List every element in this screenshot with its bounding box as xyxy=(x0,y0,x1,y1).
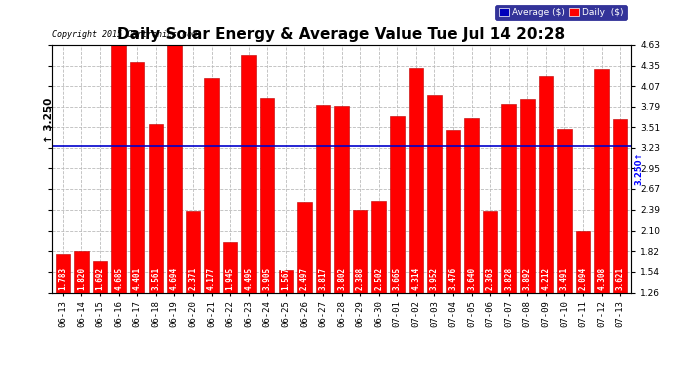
Text: 3.640: 3.640 xyxy=(467,267,476,290)
Text: 4.694: 4.694 xyxy=(170,267,179,290)
Bar xyxy=(334,106,348,292)
Bar xyxy=(241,55,256,292)
Text: 2.497: 2.497 xyxy=(300,267,309,290)
Bar xyxy=(446,130,460,292)
Text: 1.945: 1.945 xyxy=(226,267,235,290)
Text: 1.567: 1.567 xyxy=(282,267,290,290)
Text: Copyright 2015 Cartronics.com: Copyright 2015 Cartronics.com xyxy=(52,30,197,39)
Text: 3.621: 3.621 xyxy=(615,267,624,290)
Text: 3.665: 3.665 xyxy=(393,267,402,290)
Bar xyxy=(56,254,70,292)
Title: Daily Solar Energy & Average Value Tue Jul 14 20:28: Daily Solar Energy & Average Value Tue J… xyxy=(117,27,566,42)
Bar xyxy=(558,129,572,292)
Text: 4.212: 4.212 xyxy=(542,267,551,290)
Bar xyxy=(186,211,200,292)
Bar xyxy=(279,270,293,292)
Text: 4.401: 4.401 xyxy=(132,267,141,290)
Text: 2.094: 2.094 xyxy=(578,267,588,290)
Bar xyxy=(502,104,516,292)
Text: 1.783: 1.783 xyxy=(59,267,68,290)
Text: 3.491: 3.491 xyxy=(560,267,569,290)
Bar xyxy=(594,69,609,292)
Bar xyxy=(223,242,237,292)
Bar xyxy=(148,123,163,292)
Bar xyxy=(576,231,591,292)
Text: 3.905: 3.905 xyxy=(263,267,272,290)
Bar xyxy=(427,95,442,292)
Text: 2.388: 2.388 xyxy=(355,267,364,290)
Text: 4.685: 4.685 xyxy=(114,267,123,290)
Bar xyxy=(520,99,535,292)
Text: 3.476: 3.476 xyxy=(448,267,457,290)
Bar xyxy=(539,76,553,292)
Text: 3.802: 3.802 xyxy=(337,267,346,290)
Text: 3.952: 3.952 xyxy=(430,267,439,290)
Bar xyxy=(130,62,144,292)
Bar xyxy=(408,68,423,292)
Bar xyxy=(260,98,275,292)
Text: 3.828: 3.828 xyxy=(504,267,513,290)
Text: 4.308: 4.308 xyxy=(597,267,606,290)
Bar xyxy=(613,119,627,292)
Bar xyxy=(92,261,107,292)
Text: 2.502: 2.502 xyxy=(374,267,383,290)
Text: 2.363: 2.363 xyxy=(486,267,495,290)
Text: 4.177: 4.177 xyxy=(207,267,216,290)
Bar xyxy=(204,78,219,292)
Text: 1.692: 1.692 xyxy=(95,267,105,290)
Bar xyxy=(316,105,331,292)
Text: 3.892: 3.892 xyxy=(523,267,532,290)
Text: 4.495: 4.495 xyxy=(244,267,253,290)
Text: 1.820: 1.820 xyxy=(77,267,86,290)
Bar xyxy=(75,251,89,292)
Bar xyxy=(297,202,312,292)
Text: 3.817: 3.817 xyxy=(319,267,328,290)
Bar xyxy=(371,201,386,292)
Bar xyxy=(167,40,181,292)
Bar xyxy=(483,211,497,292)
Text: 3.561: 3.561 xyxy=(151,267,160,290)
Text: 3.250↑: 3.250↑ xyxy=(634,151,643,185)
Bar xyxy=(111,41,126,292)
Text: 4.314: 4.314 xyxy=(411,267,420,290)
Bar xyxy=(390,116,404,292)
Text: 2.371: 2.371 xyxy=(188,267,197,290)
Bar xyxy=(353,210,367,292)
Legend: Average ($), Daily  ($): Average ($), Daily ($) xyxy=(495,5,627,20)
Text: ↑ 3.250: ↑ 3.250 xyxy=(43,97,54,142)
Bar xyxy=(464,118,479,292)
